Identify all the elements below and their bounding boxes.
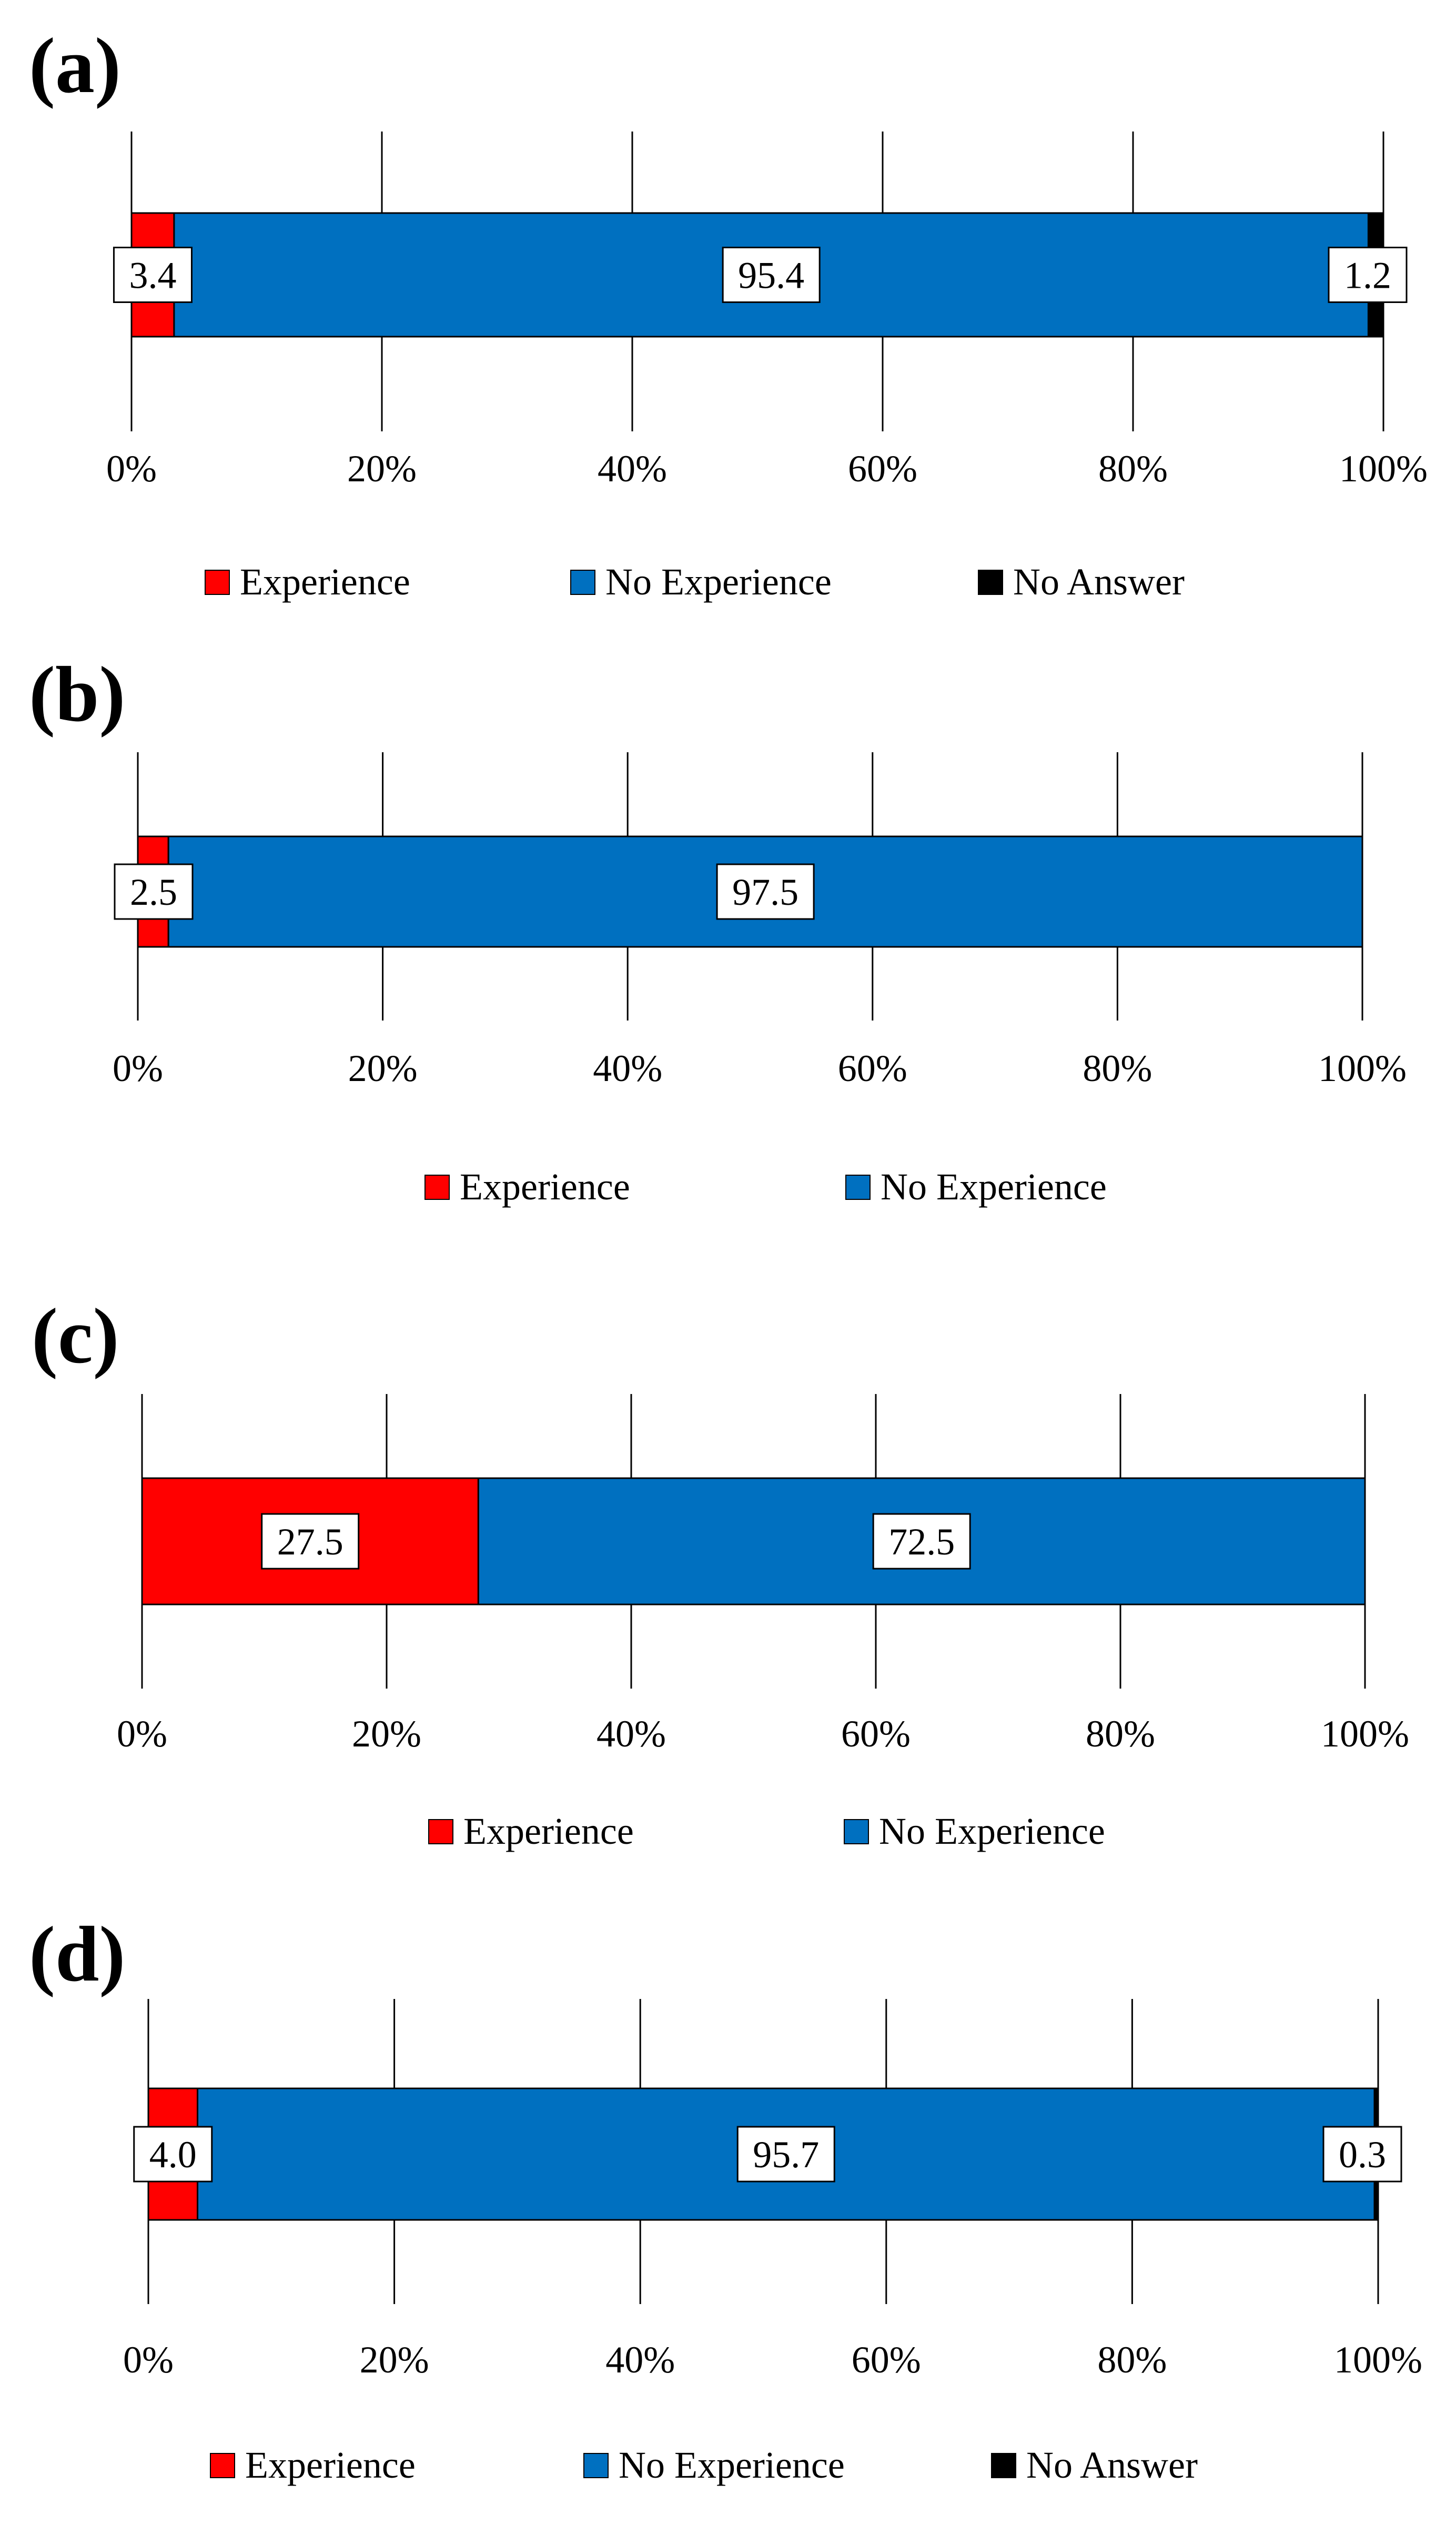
data-label-box <box>114 863 194 920</box>
chart-panel-3: (c) 0% 20% 40% 60% 80% 100% 27.5 72.5 Experience N… <box>32 1292 1409 1852</box>
legend-item-no-answer: No Answer <box>991 2444 1198 2486</box>
legend-swatch <box>428 1819 453 1844</box>
data-label-text: 95.7 <box>753 2134 819 2176</box>
legend-item-experience: Experience <box>205 561 410 603</box>
data-label: 95.7 <box>736 2126 835 2183</box>
x-tick-label: 40% <box>593 1047 662 1089</box>
legend-swatch <box>991 2453 1016 2478</box>
x-tick-label: 20% <box>352 1713 421 1755</box>
data-label-text: 95.4 <box>738 255 804 297</box>
data-label: 0.3 <box>1322 2126 1402 2183</box>
legend-item-experience: Experience <box>424 1166 630 1208</box>
legend-label: Experience <box>245 2444 416 2486</box>
data-label-box <box>716 863 815 920</box>
x-tick-label: 80% <box>1098 448 1168 490</box>
data-label-text: 3.4 <box>129 255 176 297</box>
x-tick-label: 20% <box>347 448 417 490</box>
data-label-box <box>113 247 193 303</box>
legend-item-no-experience: No Experience <box>844 1810 1105 1852</box>
data-label: 3.4 <box>113 247 193 303</box>
chart-panel-2: (b) 0% 20% 40% 60% 80% 100% 2.5 97.5 Experience No… <box>29 651 1407 1208</box>
data-label-box <box>736 2126 835 2183</box>
data-label: 97.5 <box>716 863 815 920</box>
x-tick-label: 100% <box>1321 1713 1409 1755</box>
legend-swatch <box>424 1175 450 1200</box>
data-label: 2.5 <box>114 863 194 920</box>
x-tick-label: 20% <box>348 1047 418 1089</box>
legend-item-no-experience: No Experience <box>570 561 832 603</box>
x-tick-label: 0% <box>117 1713 167 1755</box>
x-tick-label: 80% <box>1097 2339 1167 2381</box>
data-label-box <box>133 2126 213 2183</box>
legend-item-no-answer: No Answer <box>978 561 1185 603</box>
data-label-box <box>1322 2126 1402 2183</box>
legend-label: No Experience <box>619 2444 845 2486</box>
data-label-box <box>722 247 821 303</box>
x-tick-label: 60% <box>848 448 917 490</box>
data-label-text: 2.5 <box>130 871 177 913</box>
legend-label: Experience <box>460 1166 630 1208</box>
data-label-text: 97.5 <box>732 871 798 913</box>
legend-label: No Experience <box>605 561 832 603</box>
x-tick-label: 20% <box>360 2339 429 2381</box>
x-tick-label: 100% <box>1318 1047 1407 1089</box>
legend-swatch <box>583 2453 609 2478</box>
legend-label: Experience <box>240 561 410 603</box>
x-tick-label: 0% <box>123 2339 174 2381</box>
legend-label: No Answer <box>1026 2444 1198 2486</box>
x-tick-label: 80% <box>1083 1047 1152 1089</box>
data-label: 4.0 <box>133 2126 213 2183</box>
x-tick-label: 40% <box>596 1713 666 1755</box>
data-label: 72.5 <box>872 1513 971 1570</box>
data-label-text: 72.5 <box>888 1521 955 1563</box>
legend-label: No Answer <box>1013 561 1185 603</box>
legend-swatch <box>845 1175 871 1200</box>
panel-label: (a) <box>29 22 121 109</box>
x-tick-label: 60% <box>841 1713 911 1755</box>
x-tick-label: 60% <box>852 2339 921 2381</box>
data-label-box <box>1328 247 1408 303</box>
data-label: 1.2 <box>1328 247 1408 303</box>
legend-swatch <box>978 570 1003 595</box>
data-label: 95.4 <box>722 247 821 303</box>
x-tick-label: 100% <box>1339 448 1428 490</box>
x-tick-label: 100% <box>1334 2339 1422 2381</box>
chart-panel-4: (d) 0% 20% 40% 60% 80% 100% 4.0 95.7 0.3 Experienc… <box>29 1911 1422 2486</box>
x-tick-label: 40% <box>598 448 667 490</box>
chart-panel-1: (a) 0% 20% 40% 60% 80% 100% 3.4 95.4 1.2 Experienc… <box>29 22 1428 603</box>
data-label-text: 27.5 <box>277 1521 343 1563</box>
x-tick-label: 80% <box>1086 1713 1155 1755</box>
legend-item-no-experience: No Experience <box>583 2444 845 2486</box>
data-label-text: 1.2 <box>1344 255 1391 297</box>
legend-swatch <box>844 1819 869 1844</box>
x-tick-label: 40% <box>605 2339 675 2381</box>
data-label-text: 0.3 <box>1339 2134 1386 2176</box>
data-label-box <box>261 1513 360 1570</box>
panel-label: (d) <box>29 1911 125 1998</box>
data-label-text: 4.0 <box>149 2134 197 2176</box>
legend-item-experience: Experience <box>428 1810 634 1852</box>
x-tick-label: 0% <box>113 1047 163 1089</box>
panel-label: (b) <box>29 651 125 738</box>
legend-label: No Experience <box>881 1166 1107 1208</box>
legend-item-no-experience: No Experience <box>845 1166 1107 1208</box>
legend-label: No Experience <box>879 1810 1105 1852</box>
x-tick-label: 60% <box>838 1047 907 1089</box>
legend-swatch <box>570 570 595 595</box>
panel-label: (c) <box>32 1292 119 1380</box>
data-label-box <box>872 1513 971 1570</box>
x-tick-label: 0% <box>106 448 157 490</box>
legend-label: Experience <box>463 1810 634 1852</box>
legend-swatch <box>205 570 230 595</box>
legend-swatch <box>210 2453 235 2478</box>
legend-item-experience: Experience <box>210 2444 416 2486</box>
data-label: 27.5 <box>261 1513 360 1570</box>
